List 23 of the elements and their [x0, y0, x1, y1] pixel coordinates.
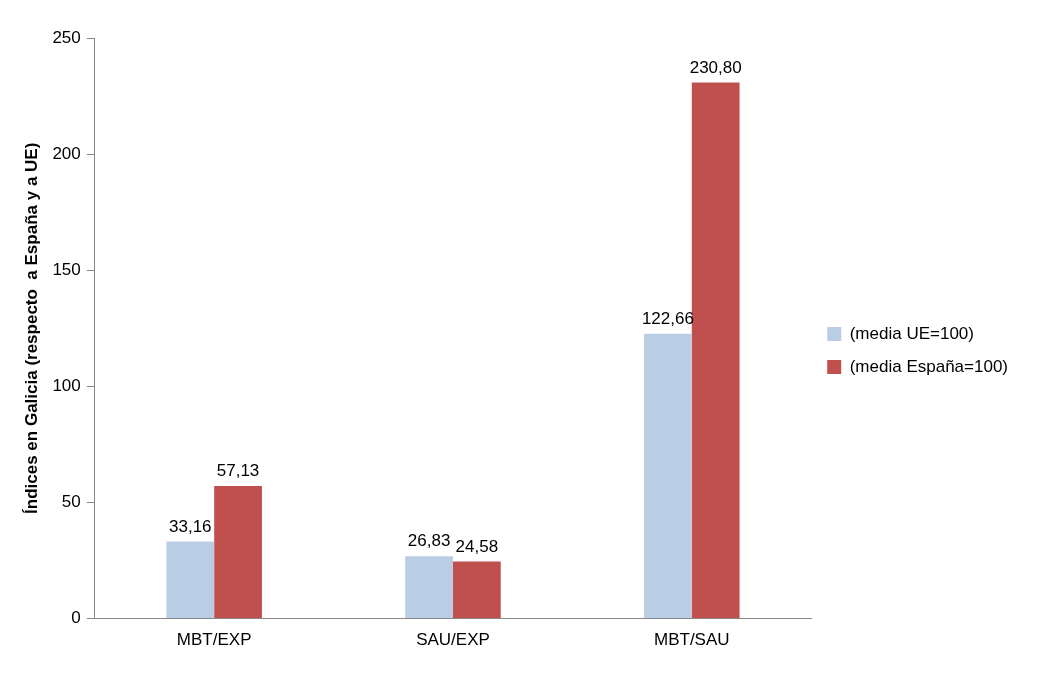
bar	[405, 556, 453, 619]
bar	[166, 541, 215, 619]
data-label: 230,80	[689, 57, 742, 77]
y-tick-label: 50	[61, 492, 81, 512]
x-tick-label: MBT/EXP	[176, 630, 252, 650]
legend-label: (media UE=100)	[849, 323, 974, 343]
y-tick-label: 200	[52, 143, 81, 163]
y-axis-title: Índices en Galicia (respecto a España y a UE)	[21, 142, 41, 514]
bar	[214, 485, 262, 619]
bar	[691, 82, 740, 619]
y-tick-label: 100	[52, 376, 81, 396]
x-tick-label: SAU/EXP	[416, 630, 490, 650]
x-tick-label: MBT/SAU	[654, 630, 730, 650]
data-label: 24,58	[455, 536, 499, 556]
y-tick-label: 250	[52, 27, 81, 47]
bar	[644, 333, 692, 619]
data-label: 33,16	[169, 516, 212, 536]
legend-label: (media España=100)	[849, 356, 1008, 376]
data-label: 57,13	[216, 461, 260, 481]
y-tick-label: 150	[52, 259, 81, 279]
y-tick-label: 0	[71, 608, 81, 628]
data-label: 26,83	[407, 531, 451, 551]
bar	[452, 561, 501, 619]
